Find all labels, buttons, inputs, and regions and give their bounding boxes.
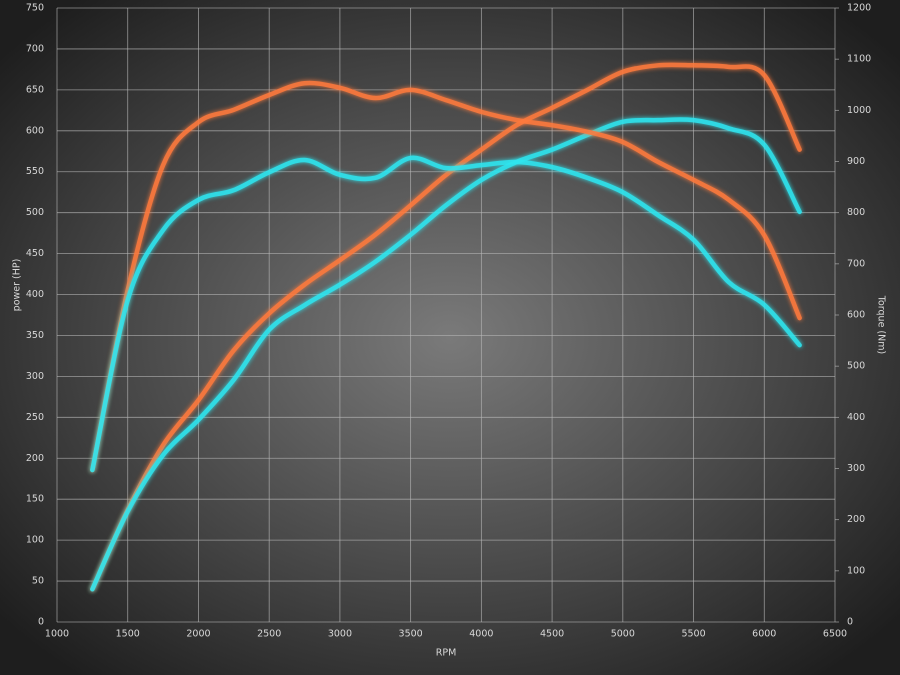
y2-tick-label: 900	[847, 156, 865, 167]
y-tick-label: 600	[26, 125, 44, 136]
x-tick-label: 1500	[116, 629, 140, 640]
y2-axis-label: Torque (Nm)	[876, 295, 887, 354]
y2-tick-label: 0	[847, 617, 853, 628]
x-tick-label: 1000	[45, 629, 69, 640]
y2-tick-label: 600	[847, 310, 865, 321]
x-axis-label: RPM	[436, 648, 457, 659]
y-tick-label: 300	[26, 371, 44, 382]
y2-tick-label: 400	[847, 412, 865, 423]
x-tick-label: 2500	[257, 629, 281, 640]
x-tick-label: 4500	[540, 629, 564, 640]
y-tick-label: 250	[26, 412, 44, 423]
y2-tick-label: 1100	[847, 54, 871, 65]
x-tick-label: 3500	[399, 629, 423, 640]
y-tick-label: 750	[26, 3, 44, 14]
series-line	[90, 117, 802, 592]
x-tick-label: 6500	[823, 629, 847, 640]
x-tick-label: 2000	[186, 629, 210, 640]
y2-tick-label: 500	[847, 361, 865, 372]
x-tick-label: 5500	[681, 629, 705, 640]
y2-tick-label: 200	[847, 514, 865, 525]
y-tick-label: 100	[26, 535, 44, 546]
y-tick-label: 150	[26, 494, 44, 505]
y-tick-label: 0	[38, 617, 44, 628]
x-tick-label: 4000	[469, 629, 493, 640]
y-tick-label: 200	[26, 453, 44, 464]
y2-tick-label: 800	[847, 207, 865, 218]
y-tick-label: 350	[26, 330, 44, 341]
series-line	[90, 155, 802, 473]
y-tick-label: 550	[26, 166, 44, 177]
series-line	[90, 62, 802, 592]
y2-tick-label: 300	[847, 463, 865, 474]
x-tick-label: 6000	[752, 629, 776, 640]
y-axis-label: power (HP)	[12, 259, 23, 312]
x-tick-label: 5000	[611, 629, 635, 640]
y-tick-label: 700	[26, 43, 44, 54]
series-line	[90, 80, 802, 473]
y2-tick-label: 1000	[847, 105, 871, 116]
y-tick-label: 450	[26, 248, 44, 259]
y-tick-label: 50	[32, 576, 44, 587]
y-tick-label: 650	[26, 84, 44, 95]
y2-tick-label: 1200	[847, 3, 871, 14]
x-tick-label: 3000	[328, 629, 352, 640]
y-tick-label: 400	[26, 289, 44, 300]
y2-tick-label: 700	[847, 258, 865, 269]
y-tick-label: 500	[26, 207, 44, 218]
y2-tick-label: 100	[847, 565, 865, 576]
